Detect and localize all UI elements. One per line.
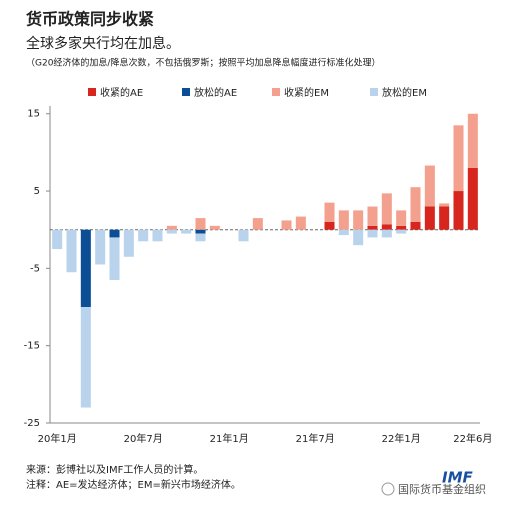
footnote: 注释：AE=发达经济体；EM=新兴市场经济体。 xyxy=(26,478,241,491)
bar-segment xyxy=(66,229,77,273)
bar-segment xyxy=(381,229,392,238)
bar-segment xyxy=(353,210,364,230)
bar-segment xyxy=(195,229,206,234)
bar-segment xyxy=(324,221,335,230)
x-tick-label: 20年1月 xyxy=(38,432,77,445)
bar-segment xyxy=(439,203,450,207)
bar-segment xyxy=(338,229,349,236)
bar-segment xyxy=(181,229,192,234)
bar-segment xyxy=(238,229,249,242)
bar-segment xyxy=(453,125,464,192)
chart-subtitle: 全球多家央行均在加息。 xyxy=(26,35,180,52)
legend-label: 收紧的EM xyxy=(284,86,329,99)
bar-segment xyxy=(424,206,435,230)
y-tick-label: -5 xyxy=(30,263,40,274)
bar-segment xyxy=(367,229,378,238)
bar-segment xyxy=(152,229,163,242)
y-tick-label: -25 xyxy=(24,418,40,429)
bar-segment xyxy=(410,187,421,222)
bar-segment xyxy=(123,229,134,257)
bar-segment xyxy=(453,191,464,230)
bar-segment xyxy=(109,237,120,280)
bar-segment xyxy=(324,202,335,222)
bar-segment xyxy=(80,229,91,308)
bar-segment xyxy=(367,225,378,230)
legend-swatch xyxy=(370,88,378,96)
bar-segment xyxy=(295,216,306,230)
bar-segment xyxy=(166,229,177,234)
x-tick-label: 20年7月 xyxy=(124,432,163,445)
bar-segment xyxy=(195,218,206,230)
bar-segment xyxy=(80,307,91,408)
y-tick-label: -15 xyxy=(24,341,40,352)
logo: IMF xyxy=(442,469,474,487)
bar-segment xyxy=(467,167,478,230)
x-tick-label: 21年7月 xyxy=(296,432,335,445)
chart-note: （G20经济体的加息/降息次数，不包括俄罗斯；按照平均加息降息幅度进行标准化处理… xyxy=(26,57,380,69)
x-tick-label: 22年6月 xyxy=(453,432,492,445)
source: 来源：彭博社以及IMF工作人员的计算。 xyxy=(26,463,203,476)
bar-segment xyxy=(467,113,478,168)
bar-segment xyxy=(396,229,407,234)
bar-segment xyxy=(95,229,106,265)
x-tick-label: 22年1月 xyxy=(382,432,421,445)
bar-segment xyxy=(252,218,263,230)
bar-segment xyxy=(166,225,177,230)
bar-segment xyxy=(281,220,292,230)
legend-swatch xyxy=(182,88,190,96)
y-tick-label: 15 xyxy=(27,109,40,120)
legend-label: 收紧的AE xyxy=(100,86,143,99)
bar-segment xyxy=(52,229,63,250)
bar-segment xyxy=(396,210,407,226)
bar-segment xyxy=(381,193,392,225)
bar-segment xyxy=(209,225,220,230)
bar-segment xyxy=(353,229,364,246)
bar-segment xyxy=(424,165,435,207)
chart-title: 货币政策同步收紧 xyxy=(26,10,154,29)
legend-label: 放松的EM xyxy=(382,86,427,99)
y-tick-label: 5 xyxy=(34,186,40,197)
bar-segment xyxy=(195,233,206,242)
bar-segment xyxy=(338,210,349,230)
bar-segment xyxy=(410,221,421,230)
legend-label: 放松的AE xyxy=(194,86,237,99)
bar-segment xyxy=(396,225,407,230)
watermark: 国际货币基金组织 xyxy=(398,482,486,496)
legend-swatch xyxy=(272,88,280,96)
bar-segment xyxy=(109,229,120,238)
wechat-icon xyxy=(381,482,395,496)
bar-segment xyxy=(381,224,392,230)
bar-segment xyxy=(439,206,450,230)
bar-segment xyxy=(367,206,378,226)
bar-segment xyxy=(138,229,149,242)
x-tick-label: 21年1月 xyxy=(210,432,249,445)
legend-swatch xyxy=(88,88,96,96)
